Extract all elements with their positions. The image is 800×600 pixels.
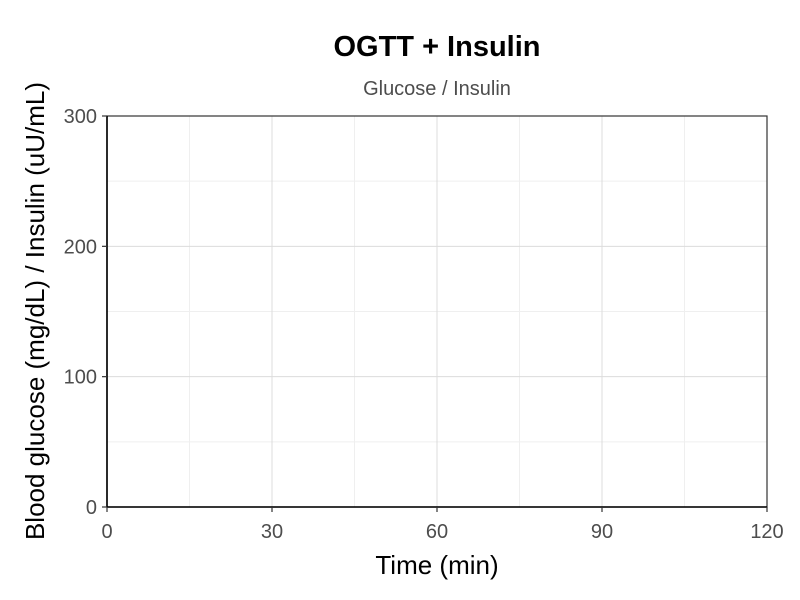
y-tick-label: 100 [64,367,97,389]
chart-subtitle: Glucose / Insulin [363,78,511,100]
x-tick-label: 60 [426,521,448,543]
x-tick-label: 120 [750,521,783,543]
y-tick-label: 300 [64,106,97,128]
x-tick-label: 90 [591,521,613,543]
chart-title: OGTT + Insulin [333,31,540,63]
y-axis-title: Blood glucose (mg/dL) / Insulin (uU/mL) [20,82,50,540]
x-axis-title: Time (min) [375,550,498,580]
x-axis-ticks: 0 30 60 90 120 [101,507,784,543]
y-tick-label: 0 [86,497,97,519]
x-tick-label: 30 [261,521,283,543]
y-tick-label: 200 [64,236,97,258]
y-axis-ticks: 0 100 200 300 [64,106,107,519]
x-tick-label: 0 [101,521,112,543]
